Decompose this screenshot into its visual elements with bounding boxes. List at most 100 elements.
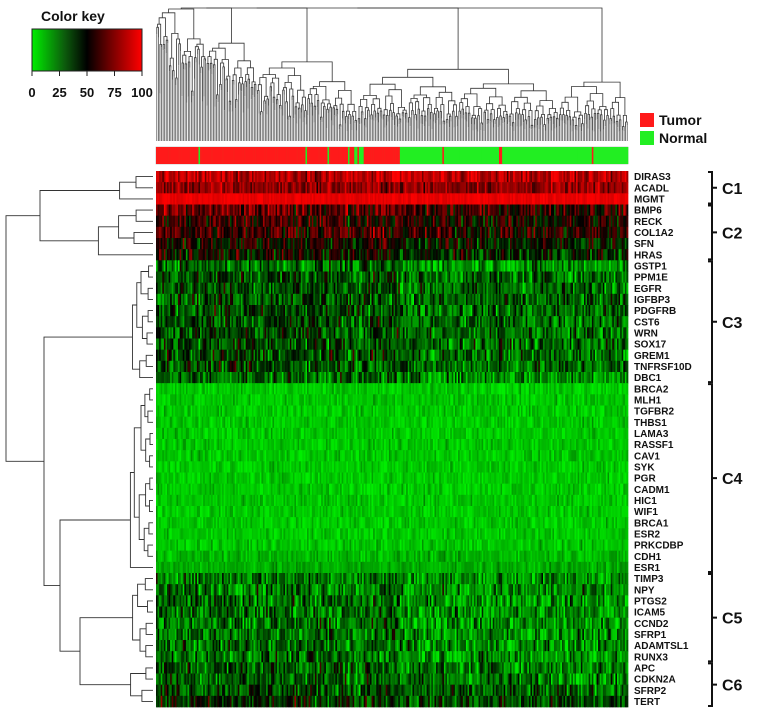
sample-tumor	[266, 147, 268, 164]
sample-normal	[550, 147, 553, 164]
heatmap-cell	[185, 193, 188, 205]
heatmap-cell	[253, 193, 256, 205]
heatmap-cell	[522, 204, 525, 217]
heatmap-cell	[226, 204, 229, 217]
sample-normal	[421, 147, 424, 164]
heatmap-cell	[250, 182, 253, 194]
heatmap-cell	[212, 204, 215, 217]
heatmap-cell	[218, 204, 221, 217]
heatmap-cell	[296, 171, 298, 183]
sample-tumor	[237, 147, 240, 164]
sample-tumor	[336, 147, 339, 164]
sample-normal	[436, 147, 438, 164]
heatmap-cell	[297, 215, 300, 228]
heatmap-cell	[167, 171, 169, 183]
sample-tumor	[313, 147, 316, 164]
heatmap-cell	[248, 193, 251, 205]
heatmap-cell	[491, 182, 494, 194]
column-dendrogram-branch	[445, 119, 449, 124]
heatmap-cell	[321, 171, 324, 183]
sample-tumor	[302, 147, 305, 164]
column-dendrogram-branch	[530, 124, 534, 130]
heatmap-cell	[277, 193, 280, 205]
heatmap-cell	[377, 215, 380, 228]
heatmap-cell	[569, 171, 572, 183]
heatmap-cell	[281, 215, 284, 228]
heatmap-cell	[626, 282, 629, 295]
sample-normal	[454, 147, 457, 164]
heatmap-cell	[598, 204, 601, 217]
heatmap-cell	[190, 182, 193, 194]
heatmap-cell	[192, 215, 195, 228]
heatmap-cell	[236, 215, 239, 228]
heatmap-cell	[522, 182, 525, 194]
heatmap-cell	[338, 171, 341, 183]
heatmap-cell	[167, 193, 169, 205]
heatmap-cell	[609, 204, 612, 217]
heatmap-cell	[212, 182, 215, 194]
heatmap-cell	[426, 193, 429, 205]
heatmap-cell	[486, 204, 489, 217]
column-dendrogram-branch	[473, 106, 481, 116]
heatmap-cell	[414, 204, 416, 217]
heatmap-cell	[281, 171, 284, 183]
heatmap-cell	[626, 204, 629, 217]
heatmap-cell	[346, 182, 349, 194]
sample-tumor	[297, 147, 300, 164]
sample-tumor	[189, 147, 191, 164]
heatmap-cell	[307, 193, 309, 205]
heatmap-cell	[245, 171, 248, 183]
heatmap-cell	[168, 193, 171, 205]
heatmap-cell	[403, 193, 405, 205]
heatmap-cell	[484, 182, 487, 194]
heatmap-cell	[417, 193, 420, 205]
heatmap-cell	[229, 193, 232, 205]
heatmap-cell	[373, 193, 376, 205]
heatmap-cell	[450, 182, 453, 194]
sample-tumor	[335, 147, 338, 164]
heatmap-cell	[277, 215, 280, 228]
heatmap-cell	[218, 193, 221, 205]
heatmap-cell	[431, 171, 434, 183]
sample-normal	[577, 147, 580, 164]
heatmap-cell	[437, 215, 440, 228]
heatmap-cell	[480, 171, 483, 183]
heatmap-cell	[242, 215, 245, 228]
heatmap-cell	[209, 182, 212, 194]
heatmap-cell	[223, 193, 226, 205]
heatmap-cell	[533, 204, 536, 217]
heatmap-cell	[412, 215, 415, 228]
heatmap-cell	[508, 182, 511, 194]
sample-tumor	[170, 147, 173, 164]
heatmap-cell	[476, 182, 479, 194]
heatmap-cell	[311, 182, 314, 194]
heatmap-cell	[406, 193, 409, 205]
heatmap-cell	[258, 171, 261, 183]
heatmap-cell	[579, 182, 582, 194]
heatmap-cell	[360, 215, 363, 228]
heatmap-cell	[594, 171, 597, 183]
heatmap-cell	[472, 182, 475, 194]
heatmap-cell	[351, 204, 354, 217]
heatmap-cell	[409, 182, 412, 194]
heatmap-cell	[418, 215, 421, 228]
heatmap-cell	[181, 171, 184, 183]
sample-normal	[470, 147, 473, 164]
heatmap-cell	[421, 193, 424, 205]
column-dendrogram-branch	[561, 101, 569, 111]
heatmap-cell	[448, 193, 451, 205]
heatmap-cell	[192, 171, 195, 183]
sample-tumor	[242, 147, 245, 164]
heatmap-cell	[527, 171, 530, 183]
heatmap-cell	[543, 193, 545, 205]
column-dendrogram-branch	[534, 119, 537, 128]
heatmap-cell	[505, 171, 508, 183]
heatmap-cell	[233, 171, 236, 183]
heatmap-cell	[259, 215, 262, 228]
heatmap-cell	[366, 193, 369, 205]
heatmap-cell	[538, 204, 541, 217]
heatmap-cell	[544, 182, 547, 194]
heatmap-cell	[579, 171, 582, 183]
heatmap-cell	[454, 215, 457, 228]
heatmap-cell	[204, 204, 207, 217]
